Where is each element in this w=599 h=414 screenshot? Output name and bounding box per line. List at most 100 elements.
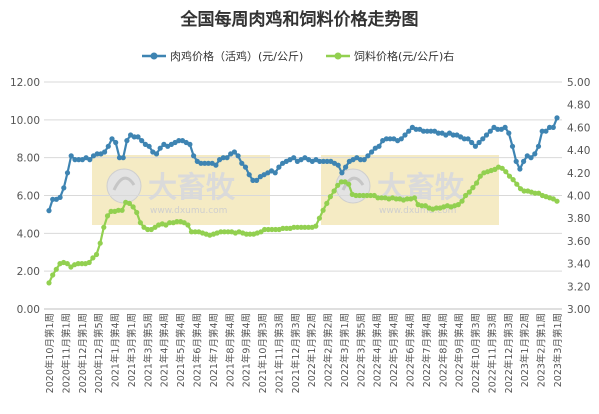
y-right-tick-label: 4.60 bbox=[567, 122, 590, 134]
feed-price-point bbox=[327, 194, 333, 200]
meat-price-point bbox=[246, 172, 252, 178]
meat-price-point bbox=[450, 132, 456, 138]
feed-price-point bbox=[218, 229, 224, 235]
meat-price-point bbox=[109, 136, 115, 142]
feed-price-point bbox=[137, 220, 143, 226]
feed-price-point bbox=[499, 165, 505, 171]
watermark-url: www.dxumu.com bbox=[379, 206, 456, 216]
y-right-tick-label: 3.00 bbox=[567, 304, 590, 316]
x-tick-label: 2022年1月第2周 bbox=[306, 313, 318, 387]
feed-price-point bbox=[46, 280, 52, 286]
feed-price-point bbox=[50, 272, 56, 278]
meat-price-point bbox=[224, 155, 230, 161]
meat-price-point bbox=[102, 149, 108, 155]
meat-price-point bbox=[517, 166, 523, 172]
meat-price-point bbox=[205, 160, 211, 166]
watermark-logo-icon bbox=[106, 168, 142, 204]
feed-price-point bbox=[108, 208, 114, 214]
meat-price-point bbox=[105, 143, 111, 149]
feed-price-point bbox=[273, 226, 279, 233]
x-tick-label: 2022年12月第3周 bbox=[503, 313, 515, 393]
meat-price-point bbox=[324, 158, 330, 164]
x-tick-label: 2020年12月第5周 bbox=[93, 313, 105, 393]
x-tick-label: 2022年3月第1周 bbox=[339, 313, 351, 387]
feed-price-point bbox=[181, 220, 187, 226]
watermark: 大畜牧 www.dxumu.com bbox=[92, 155, 270, 225]
meat-price-point bbox=[506, 130, 512, 136]
feed-price-point bbox=[294, 224, 301, 230]
feed-price-point bbox=[506, 173, 513, 179]
feed-price-point bbox=[422, 203, 428, 209]
meat-price-point bbox=[424, 128, 430, 134]
meat-price-point bbox=[406, 128, 412, 134]
meat-price-point bbox=[402, 132, 408, 138]
feed-price-point bbox=[302, 224, 308, 230]
y-right-tick-label: 3.40 bbox=[567, 259, 590, 271]
feed-price-point bbox=[335, 182, 341, 188]
x-tick-label: 2020年10月第1周 bbox=[44, 313, 56, 393]
meat-price-point bbox=[528, 155, 534, 161]
y-right-tick-label: 4.40 bbox=[567, 145, 590, 157]
meat-price-point bbox=[153, 151, 160, 157]
x-tick-label: 2021年6月第4周 bbox=[191, 313, 203, 387]
y-axis-right: 3.00 3.20 3.40 3.60 3.80 4.00 4.20 4.40 4.60 4.80… bbox=[567, 77, 590, 316]
y-right-tick-label: 4.20 bbox=[567, 168, 590, 180]
meat-price-point bbox=[139, 138, 145, 144]
legend-meat-marker bbox=[150, 52, 158, 60]
x-tick-label: 2022年5月第4周 bbox=[388, 313, 400, 387]
meat-price-point bbox=[220, 155, 226, 161]
y-right-tick-label: 3.80 bbox=[567, 213, 590, 225]
x-tick-label: 2022年2月第2周 bbox=[323, 313, 335, 387]
meat-price-point bbox=[387, 136, 393, 142]
feed-price-point bbox=[554, 198, 560, 204]
feed-price-point bbox=[291, 224, 297, 230]
x-tick-label: 2022年10月第3周 bbox=[470, 313, 482, 393]
y-right-tick-label: 3.60 bbox=[567, 236, 590, 248]
meat-price-point bbox=[365, 153, 371, 159]
watermark-brand: 大畜牧 bbox=[148, 170, 236, 204]
feed-price-point bbox=[185, 222, 191, 228]
meat-price-point bbox=[435, 130, 441, 136]
meat-price-point bbox=[513, 158, 519, 164]
meat-price-point bbox=[176, 138, 182, 144]
feed-price-point bbox=[188, 229, 195, 235]
x-axis: 2020年10月第1周 2020年11月第1周 2020年12月第1周 2020年12… bbox=[44, 308, 564, 393]
feed-price-point bbox=[316, 215, 322, 221]
legend: 肉鸡价格（活鸡）(元/公斤) 饲料价格(元/公斤)右 bbox=[142, 49, 454, 63]
legend-feed-label: 饲料价格(元/公斤)右 bbox=[354, 49, 454, 63]
meat-price-point bbox=[335, 162, 341, 168]
meat-price-point bbox=[235, 153, 241, 159]
meat-price-point bbox=[554, 115, 560, 121]
meat-price-point bbox=[495, 126, 501, 132]
meat-price-point bbox=[46, 208, 52, 214]
meat-price-point bbox=[343, 164, 349, 170]
feed-price-point bbox=[346, 181, 352, 187]
feed-price-point bbox=[324, 200, 330, 206]
x-tick-label: 2021年7月第4周 bbox=[208, 313, 220, 387]
feed-price-point bbox=[68, 264, 74, 270]
feed-price-point bbox=[510, 177, 516, 183]
watermark-swirl bbox=[112, 176, 136, 191]
meat-price-point bbox=[413, 126, 419, 132]
y-left-tick-label: 6.00 bbox=[17, 191, 40, 203]
feed-price-point bbox=[393, 196, 399, 202]
feed-price-point bbox=[466, 189, 472, 195]
feed-price-point bbox=[368, 192, 374, 199]
x-tick-label: 2021年10月第3周 bbox=[257, 313, 269, 393]
feed-price-point bbox=[79, 261, 85, 267]
meat-price-point bbox=[231, 149, 237, 155]
meat-price-point bbox=[509, 143, 516, 149]
meat-price-point bbox=[276, 164, 282, 170]
meat-price-point bbox=[383, 136, 389, 142]
x-tick-label: 2023年2月第1周 bbox=[536, 313, 548, 387]
feed-price-point bbox=[411, 195, 418, 201]
feed-price-point bbox=[90, 255, 96, 261]
feed-price-point bbox=[119, 207, 125, 213]
meat-price-point bbox=[116, 155, 123, 161]
feed-price-point bbox=[474, 180, 480, 186]
feed-price-point bbox=[130, 204, 136, 210]
series-meat-price bbox=[46, 115, 560, 214]
feed-price-point bbox=[265, 226, 271, 233]
feed-price-point bbox=[93, 251, 100, 258]
y-right-tick-label: 3.20 bbox=[567, 281, 590, 293]
